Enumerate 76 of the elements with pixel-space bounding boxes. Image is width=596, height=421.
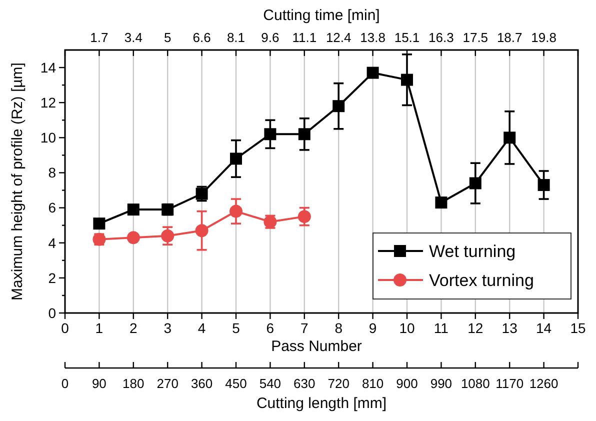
x2-tick-label: 990 bbox=[430, 376, 452, 391]
x-tick-label: 3 bbox=[164, 320, 172, 336]
y-tick-label: 12 bbox=[40, 94, 56, 110]
x2-tick-label: 720 bbox=[328, 376, 350, 391]
y-tick-label: 10 bbox=[40, 130, 56, 146]
text: 9.6 bbox=[261, 30, 280, 45]
point bbox=[264, 128, 276, 140]
point bbox=[230, 204, 242, 218]
text: Cutting time [min] bbox=[263, 7, 380, 24]
x2-tick-label: 1170 bbox=[496, 376, 524, 391]
point bbox=[401, 74, 413, 86]
x2-tick-label: 900 bbox=[396, 376, 418, 391]
y-tick-label: 14 bbox=[40, 59, 56, 76]
x2-tick-label: 810 bbox=[362, 376, 384, 391]
text: 16.3 bbox=[428, 30, 454, 45]
point bbox=[126, 231, 140, 244]
x-tick-label: 2 bbox=[130, 320, 138, 336]
x-tick-label: 5 bbox=[232, 320, 240, 336]
x-tick-label: 6 bbox=[266, 320, 274, 336]
x2-tick-label: 270 bbox=[156, 376, 178, 391]
x-tick-label: 7 bbox=[300, 320, 308, 336]
text: 15.1 bbox=[394, 30, 420, 45]
text: 3.4 bbox=[124, 30, 142, 45]
x-tick-label: 10 bbox=[399, 320, 415, 336]
point bbox=[538, 179, 550, 192]
x2-tick-label: 0 bbox=[61, 376, 69, 391]
text: 19.8 bbox=[531, 30, 556, 45]
x-tick-label: 13 bbox=[502, 320, 518, 336]
point bbox=[230, 152, 242, 165]
text: 12.4 bbox=[326, 30, 352, 45]
point bbox=[366, 66, 379, 79]
y-axis-title: Maximum height of profile (Rz) [µm] bbox=[9, 62, 26, 300]
point bbox=[504, 132, 516, 144]
x-tick-label: 9 bbox=[368, 320, 377, 336]
point bbox=[195, 224, 208, 238]
text: 17.5 bbox=[462, 30, 488, 45]
x-tick-label: 0 bbox=[61, 320, 70, 336]
y-tick-label: 0 bbox=[48, 304, 56, 321]
y-tick-label: 8 bbox=[48, 164, 56, 181]
x-tick-label: 11 bbox=[434, 320, 449, 336]
point bbox=[435, 196, 448, 209]
y-tick-label: 2 bbox=[48, 270, 56, 286]
x-tick-label: 4 bbox=[198, 320, 206, 336]
x-tick-label: 1 bbox=[95, 320, 104, 336]
x2-tick-label: 180 bbox=[122, 376, 144, 391]
x2-tick-label: 450 bbox=[225, 376, 247, 391]
x2-tick-label: 1260 bbox=[529, 376, 558, 391]
x2-tick-label: 90 bbox=[92, 376, 106, 391]
point bbox=[127, 204, 140, 216]
y-tick-label: 4 bbox=[48, 234, 56, 251]
text: 8.1 bbox=[226, 30, 246, 45]
text: 18.7 bbox=[496, 30, 522, 45]
text: 5 bbox=[164, 30, 172, 45]
legend-label: Vortex turning bbox=[429, 270, 534, 290]
text: 13.8 bbox=[360, 30, 386, 45]
x2-tick-label: 630 bbox=[294, 376, 316, 391]
y-tick-label: 6 bbox=[48, 200, 56, 216]
x2-axis-title: Cutting length [mm] bbox=[256, 395, 387, 412]
x-tick-label: 14 bbox=[536, 320, 552, 336]
x-tick-label: 15 bbox=[570, 320, 586, 336]
point bbox=[298, 210, 311, 224]
point bbox=[298, 128, 310, 140]
point bbox=[93, 218, 106, 230]
point bbox=[161, 229, 174, 242]
x-tick-label: 8 bbox=[334, 320, 343, 336]
point bbox=[469, 177, 482, 190]
point bbox=[332, 100, 345, 112]
x-axis-title: Pass Number bbox=[271, 338, 362, 355]
x2-tick-label: 540 bbox=[259, 376, 282, 391]
text: 6.6 bbox=[192, 30, 211, 45]
legend-label: Wet turning bbox=[429, 242, 516, 261]
text: 1.7 bbox=[90, 30, 108, 45]
text: 11.1 bbox=[292, 30, 317, 45]
x2-tick-label: 360 bbox=[190, 376, 213, 391]
x-tick-label: 12 bbox=[468, 320, 484, 336]
x2-tick-label: 1080 bbox=[460, 376, 490, 391]
